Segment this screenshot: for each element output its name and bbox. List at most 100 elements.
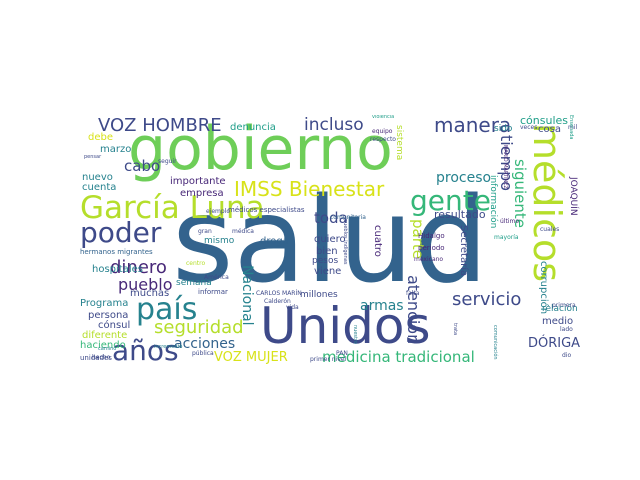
word-primera: primera [552, 302, 576, 309]
word-gran: gran [198, 228, 212, 235]
word-sido: sido [494, 124, 513, 134]
word-denuncia: denuncia [230, 122, 276, 133]
word-publica: pública [192, 350, 214, 357]
word-unidades: unidades [80, 354, 112, 362]
word-proceso: proceso [436, 170, 492, 186]
word-voz-hombre: VOZ HOMBRE [98, 115, 222, 136]
word-incluso: incluso [304, 115, 364, 135]
word-diferente: diferente [82, 330, 128, 341]
word-mexicano: mexicano [414, 256, 444, 263]
word-quiero: quiero [314, 234, 346, 245]
word-bien: bien [316, 246, 338, 257]
word-trata: trata [452, 323, 458, 336]
word-ensenada: Ensenada [568, 115, 574, 140]
word-secretaria: Secretaría [458, 225, 469, 277]
word-cosa: cosa [538, 124, 561, 135]
word-anos: años [112, 334, 179, 367]
word-servicio: servicio [452, 289, 522, 310]
word-incremento: incremento [154, 344, 183, 350]
word-millones: millones [300, 290, 338, 300]
word-nuevo: nuevo [82, 172, 113, 183]
word-dinero: dinero [110, 257, 167, 278]
word-manera: manera [434, 115, 512, 137]
word-salud: salud [172, 171, 489, 309]
word-hidalgo: Hidalgo [418, 232, 445, 240]
word-mario-martinez: MARIO MARTÍNEZ [502, 145, 508, 189]
word-pan: PAN [336, 350, 348, 357]
word-poder: poder [80, 216, 162, 249]
word-unidos: Unidos [260, 297, 431, 355]
word-atencion: atención [404, 275, 423, 345]
word-informacion: información [488, 175, 498, 229]
word-garcia-luna: García Luna [80, 190, 265, 226]
word-corrupcion: corrupción [538, 261, 549, 315]
word-periodo: periodo [418, 244, 445, 252]
word-falta: falta [406, 290, 420, 297]
word-comunicacion: comunicación [492, 325, 498, 360]
word-pensar: pensar [84, 154, 102, 160]
word-voz-mujer: VOZ MUJER [214, 350, 288, 365]
word-gobierno: gobierno [128, 115, 393, 184]
word-respecto: respecto [370, 136, 396, 143]
word-cloud: salud gobierno Unidos médicos García Lun… [80, 115, 580, 367]
word-ultimo: último [500, 218, 520, 225]
word-lado: lado [560, 326, 573, 333]
word-hermanos-migrantes: hermanos migrantes [80, 248, 153, 256]
word-centro: centro [186, 260, 206, 267]
word-veces: veces [520, 124, 538, 131]
word-relacion: relación [542, 304, 578, 314]
word-camino: camino [98, 346, 117, 352]
word-calderon: Calderón [264, 298, 291, 305]
word-cuales: cuales [540, 226, 560, 233]
word-cabo: cabo [124, 157, 161, 175]
word-mismo: mismo [204, 236, 235, 246]
word-pueblo: pueblo [118, 275, 173, 294]
word-dio: dio [562, 352, 572, 359]
word-violencia: violencia [372, 115, 395, 120]
word-empresa: empresa [180, 188, 224, 199]
word-nuestro: nuestro [352, 325, 358, 344]
word-joaquin: JOAQUÍN [568, 177, 578, 216]
word-hospitales: hospitales [92, 264, 143, 275]
word-gente: gente [410, 184, 491, 217]
word-ejemplo: ejemplo [206, 208, 231, 215]
word-marzo: marzo [100, 144, 132, 155]
word-consules: cónsules [520, 115, 569, 127]
word-pais: país [136, 292, 198, 327]
word-semana: semana [176, 278, 212, 288]
word-america: América [204, 274, 229, 281]
word-medicos: médicos [525, 123, 569, 283]
word-parte: parte [409, 219, 427, 259]
word-droga: droga [260, 236, 289, 247]
word-toda: toda [314, 209, 348, 227]
word-imss-bienestar: IMSS Bienestar [234, 177, 385, 201]
word-importante: importante [170, 176, 226, 187]
word-pueblos-indigenas: pueblos indígenas [342, 219, 348, 265]
word-nacional: Nacional [239, 265, 255, 326]
word-cuenta: cuenta [82, 182, 117, 193]
word-muchas: muchas [130, 288, 170, 299]
word-consul: cónsul [98, 320, 131, 331]
word-mil: mil [568, 124, 578, 131]
word-sistema: sistema [394, 125, 404, 161]
word-haciendo: haciendo [80, 340, 126, 351]
word-viene: viene [314, 266, 342, 277]
word-medica: médica [232, 228, 254, 235]
word-mayoria: mayoría [494, 234, 519, 241]
word-cuatro: cuatro [372, 225, 383, 257]
word-informar: informar [198, 288, 228, 296]
word-acciones: acciones [174, 336, 236, 352]
word-programa: Programa [80, 298, 129, 309]
word-persona: persona [88, 310, 129, 321]
word-seguir: seguir [158, 158, 177, 165]
word-debe: debe [88, 132, 113, 143]
word-carlos-marin: CARLOS MARÍN [256, 290, 302, 297]
word-armas: armas [360, 298, 404, 314]
word-vida: vida [286, 304, 299, 311]
word-equipo: equipo [372, 128, 393, 135]
word-primer-nivel: primer nivel [310, 356, 347, 363]
word-tiempo: tiempo [497, 135, 516, 192]
word-resultado: resultado [434, 208, 486, 221]
word-pesos: pesos [312, 256, 339, 266]
word-medicina-tradicional: medicina tradicional [322, 348, 475, 366]
